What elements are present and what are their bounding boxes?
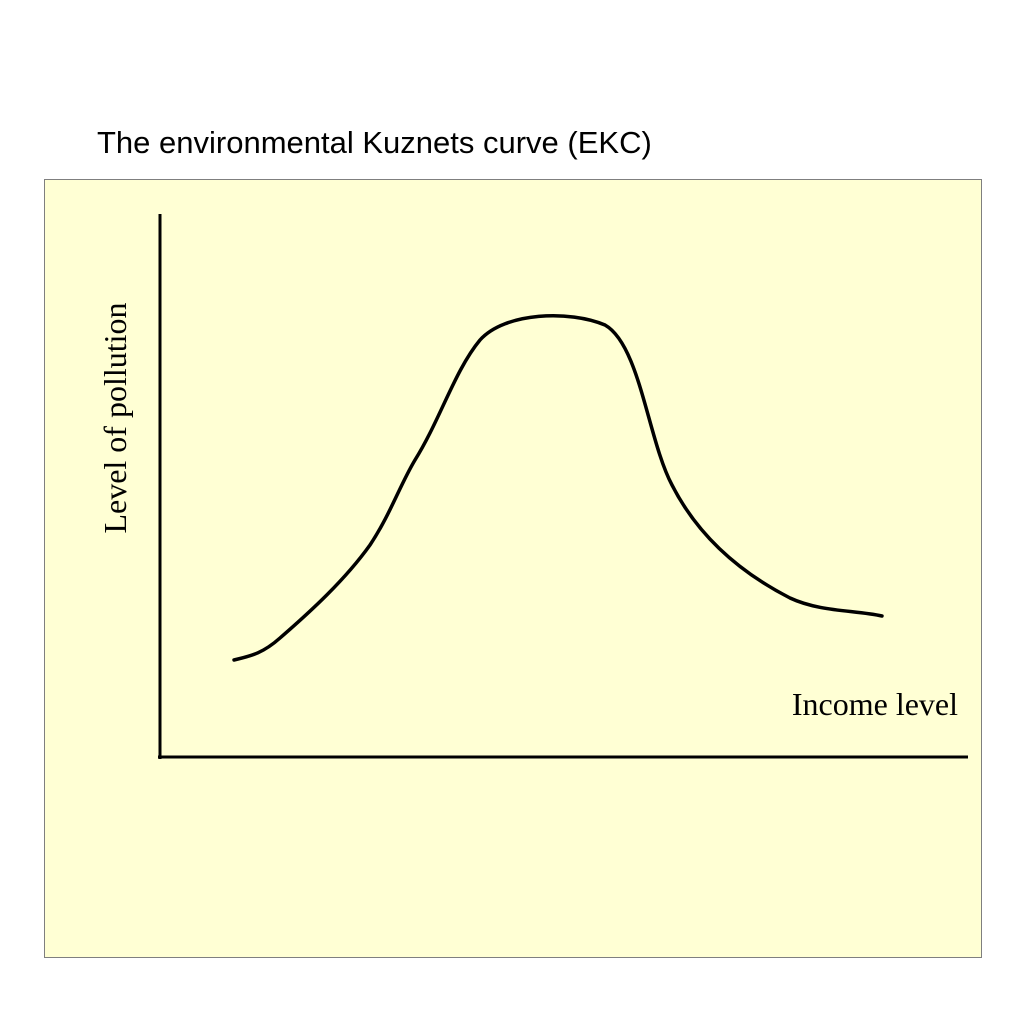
x-axis-label: Income level	[792, 686, 958, 722]
title: The environmental Kuznets curve (EKC)	[97, 125, 652, 160]
diagram-panel	[44, 179, 982, 958]
y-axis-label: Level of pollution	[97, 302, 133, 533]
ekc-curve	[232, 314, 884, 662]
